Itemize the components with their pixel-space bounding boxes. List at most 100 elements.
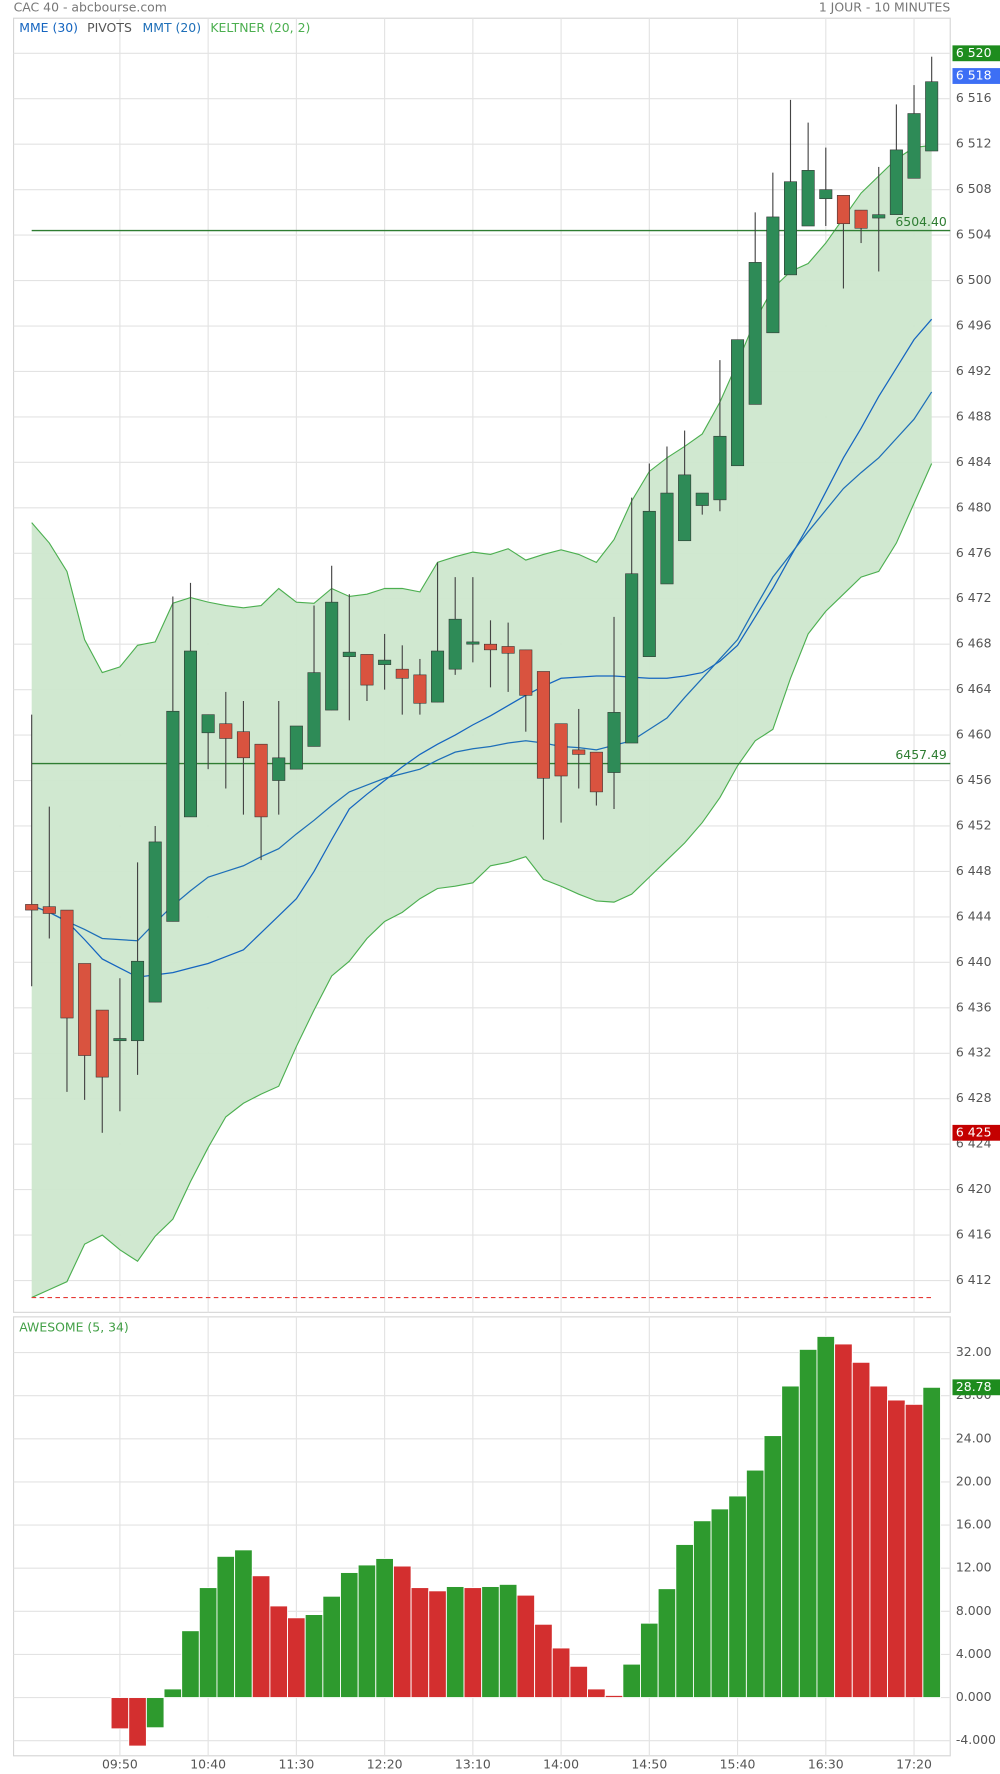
oscillator-bar [340,1572,359,1699]
y-tick-label: 6 464 [956,681,992,696]
y-tick-label: 8.000 [956,1603,992,1618]
candle-body [236,731,250,759]
candle-body [801,170,815,227]
moving-average-line [31,318,933,978]
oscillator-bar [834,1343,853,1699]
candle-body [483,643,498,651]
x-tick-label: 17:20 [896,1756,932,1771]
candle-body [766,216,780,334]
candle-body [519,649,533,696]
y-tick-label: 4.000 [956,1646,992,1661]
candle-body [501,646,515,654]
x-tick-label: 16:30 [808,1756,844,1771]
oscillator-bar [887,1399,906,1699]
oscillator-bar [587,1688,606,1699]
oscillator-bar [481,1586,500,1699]
candle-body [78,963,92,1056]
x-tick-label: 12:20 [367,1756,403,1771]
oscillator-bar [251,1575,271,1699]
y-tick-label: 6 480 [956,499,992,514]
candle-body [60,909,74,1019]
keltner-upper [31,144,932,674]
y-tick-label: 16.00 [956,1517,992,1532]
oscillator-bar [604,1694,624,1699]
y-tick-label: 6 508 [956,181,992,196]
legend-entry: KELTNER (20, 2) [210,20,310,35]
candle-body [554,723,568,777]
oscillator-bar [534,1623,553,1699]
x-tick-label: 13:10 [455,1756,491,1771]
x-tick-label: 14:00 [543,1756,579,1771]
candle-body [201,714,215,734]
price-badge [952,68,1000,84]
pivot-label: 6457.49 [895,747,947,762]
x-tick-label: 15:40 [720,1756,756,1771]
legend-entry: MMT (20) [143,20,202,35]
candle-body [607,712,621,773]
y-tick-label: 6 452 [956,817,992,832]
oscillator-bar [198,1587,218,1699]
price-badge-label: 6 518 [956,68,992,83]
oscillator-bar [922,1386,941,1699]
oscillator-bar [498,1583,518,1699]
candle-body [272,757,286,781]
candle-body [413,674,427,704]
y-tick-label: 6 432 [956,1045,992,1060]
oscillator-pane-frame [13,1316,951,1757]
oscillator-bar [428,1590,447,1699]
y-tick-label: 6 444 [956,908,992,923]
oscillator-bar [269,1605,289,1699]
candle-body [731,339,745,467]
y-tick-label: 6 500 [956,272,992,287]
candle-body [431,650,445,703]
legend-entry: PIVOTS [87,20,132,35]
candle-body [219,723,233,739]
price-badge-label: 6 425 [956,1124,992,1139]
oscillator-bar [763,1435,783,1699]
candle-body [854,209,868,229]
oscillator-bar [622,1663,641,1699]
period-label: 1 JOUR - 10 MINUTES [819,0,951,15]
data-layer: 6504.40 6457.49 [25,56,951,1747]
y-tick-label: 6 512 [956,136,992,151]
y-tick-label: 6 456 [956,772,992,787]
y-tick-label: 6 460 [956,727,992,742]
oscillator-bar [692,1520,712,1699]
price-badge [952,1124,1000,1141]
candle-body [448,618,462,670]
oscillator-badge-label: 28.78 [956,1379,992,1394]
candle-body [695,492,709,506]
front-layer: 09:50 10:40 11:30 12:20 13:10 14:00 14:50 15:40… [19,20,1000,1771]
oscillator-bar [357,1564,377,1699]
oscillator-bar [322,1595,341,1699]
y-tick-label: 6 516 [956,90,992,105]
oscillator-bar [728,1495,747,1699]
y-tick-label: 24.00 [956,1430,992,1445]
oscillator-bar [657,1588,677,1699]
oscillator-bar [569,1665,589,1699]
y-tick-label: 6 492 [956,363,992,378]
oscillator-bar [798,1348,818,1699]
candle-body [131,960,145,1042]
candle-body [148,841,162,1003]
oscillator-bar [163,1688,183,1699]
candle-body [113,1038,127,1042]
y-tick-label: 6 440 [956,954,992,969]
candle-body [589,751,603,793]
oscillator-bar [710,1508,730,1699]
y-tick-label: 6 428 [956,1090,992,1105]
oscillator-bar [516,1594,536,1699]
candle-body [819,189,833,200]
candle-body [889,149,903,215]
y-tick-label: -4.000 [956,1732,996,1747]
candle-body [625,573,639,744]
candle-body [254,743,268,818]
y-tick-label: 6 488 [956,408,992,423]
candle-body [395,668,409,679]
oscillator-bar [904,1403,924,1699]
oscillator-bar [851,1361,871,1699]
candle-body [360,654,374,686]
candle-body [325,601,339,711]
candle-body [642,510,656,657]
price-badge [952,45,1000,62]
